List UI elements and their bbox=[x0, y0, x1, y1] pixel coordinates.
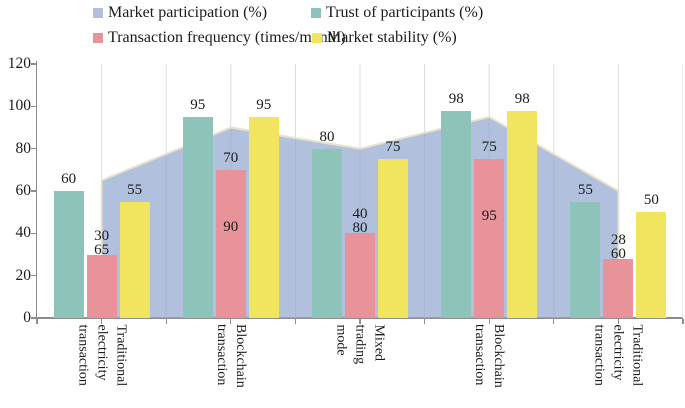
x-tick bbox=[359, 319, 361, 324]
y-tick bbox=[31, 232, 36, 235]
value-label-frequency: 70 bbox=[223, 149, 239, 166]
y-tick-label: 0 bbox=[23, 309, 31, 326]
legend-item-transaction-frequency: Transaction frequency (times/month) bbox=[93, 29, 346, 46]
y-tick-label: 20 bbox=[15, 266, 32, 284]
value-label-trust: 60 bbox=[61, 171, 77, 187]
legend-label: Market participation (%) bbox=[108, 4, 268, 21]
bar-transaction-frequency-times-month-2 bbox=[215, 169, 246, 318]
market-participation-swatch-icon bbox=[93, 8, 103, 18]
y-tick bbox=[31, 105, 36, 108]
x-axis-label: Traditional electricity transaction bbox=[75, 324, 129, 386]
value-label-stability: 50 bbox=[643, 192, 659, 209]
x-tick bbox=[294, 319, 297, 324]
y-tick-label: 80 bbox=[15, 139, 32, 157]
trust-of-participants-swatch-icon bbox=[311, 8, 321, 18]
y-tick bbox=[31, 317, 36, 319]
value-label-frequency: 75 bbox=[481, 139, 497, 156]
x-axis-label: Blockchain transaction bbox=[213, 324, 248, 388]
x-axis-label: Blockchain transaction bbox=[472, 324, 507, 388]
x-tick bbox=[617, 319, 620, 324]
legend-label: Market stability (%) bbox=[327, 29, 457, 46]
value-label-trust: 95 bbox=[190, 96, 206, 113]
value-label-frequency: 30 bbox=[94, 227, 110, 244]
bar-trust-of-participants-5 bbox=[570, 201, 601, 318]
x-axis-label: Mixed trading mode bbox=[333, 324, 387, 364]
bar-market-stability-1 bbox=[119, 201, 150, 318]
y-tick-label: 100 bbox=[7, 97, 31, 115]
y-tick bbox=[31, 190, 36, 192]
y-tick-label: 40 bbox=[15, 224, 32, 242]
y-tick bbox=[31, 63, 36, 65]
legend-item-trust-of-participants: Trust of participants (%) bbox=[311, 4, 483, 21]
y-tick bbox=[31, 274, 36, 277]
bar-market-stability-4 bbox=[507, 110, 538, 318]
bar-transaction-frequency-times-month-3 bbox=[345, 233, 375, 318]
y-tick bbox=[31, 147, 36, 150]
value-label-frequency: 28 bbox=[610, 231, 626, 248]
y-tick-label: 60 bbox=[15, 182, 32, 199]
bar-market-stability-3 bbox=[378, 159, 408, 318]
x-tick bbox=[553, 319, 555, 324]
value-label-market-participation: 80 bbox=[352, 220, 368, 237]
value-label-trust: 55 bbox=[577, 181, 593, 198]
bar-transaction-frequency-times-month-4 bbox=[474, 159, 505, 318]
value-label-stability: 95 bbox=[256, 96, 272, 113]
x-tick bbox=[230, 319, 232, 324]
value-label-stability: 75 bbox=[385, 139, 401, 156]
value-label-trust: 98 bbox=[448, 90, 464, 107]
legend-item-market-participation: Market participation (%) bbox=[93, 4, 267, 21]
bar-trust-of-participants-2 bbox=[182, 116, 213, 318]
x-tick bbox=[100, 319, 103, 324]
market-stability-swatch-icon bbox=[312, 33, 322, 43]
x-axis-label: Traditional electricity transaction bbox=[591, 324, 645, 386]
x-tick bbox=[682, 319, 684, 324]
bar-trust-of-participants-1 bbox=[53, 191, 84, 318]
bar-trust-of-participants-3 bbox=[312, 148, 342, 318]
x-tick bbox=[165, 319, 167, 324]
value-label-frequency: 40 bbox=[352, 206, 368, 223]
x-tick bbox=[36, 319, 38, 324]
bar-transaction-frequency-times-month-1 bbox=[86, 254, 117, 318]
value-label-trust: 80 bbox=[319, 128, 335, 145]
legend-item-market-stability: Market stability (%) bbox=[312, 29, 457, 46]
value-label-market-participation: 95 bbox=[481, 208, 497, 225]
legend-label: Transaction frequency (times/month) bbox=[108, 29, 346, 46]
y-axis-line bbox=[35, 61, 38, 318]
x-tick bbox=[423, 319, 426, 324]
value-label-stability: 98 bbox=[514, 90, 530, 107]
value-label-market-participation: 65 bbox=[94, 241, 110, 258]
plot-area: 60 95 80 98 55 55 95 75 98 50 30 65 70 90 40 80 75 95 28 60 bbox=[37, 64, 683, 318]
value-label-market-participation: 90 bbox=[223, 218, 239, 235]
x-tick bbox=[488, 319, 490, 324]
legend-label: Trust of participants (%) bbox=[326, 4, 484, 21]
value-label-market-participation: 60 bbox=[610, 245, 626, 262]
bar-market-stability-2 bbox=[248, 116, 279, 318]
y-tick-label: 120 bbox=[7, 55, 31, 72]
value-label-stability: 55 bbox=[127, 181, 143, 198]
bar-transaction-frequency-times-month-5 bbox=[603, 258, 634, 318]
bar-market-stability-5 bbox=[636, 212, 667, 318]
transaction-frequency-swatch-icon bbox=[93, 33, 103, 43]
bar-trust-of-participants-4 bbox=[441, 110, 472, 318]
